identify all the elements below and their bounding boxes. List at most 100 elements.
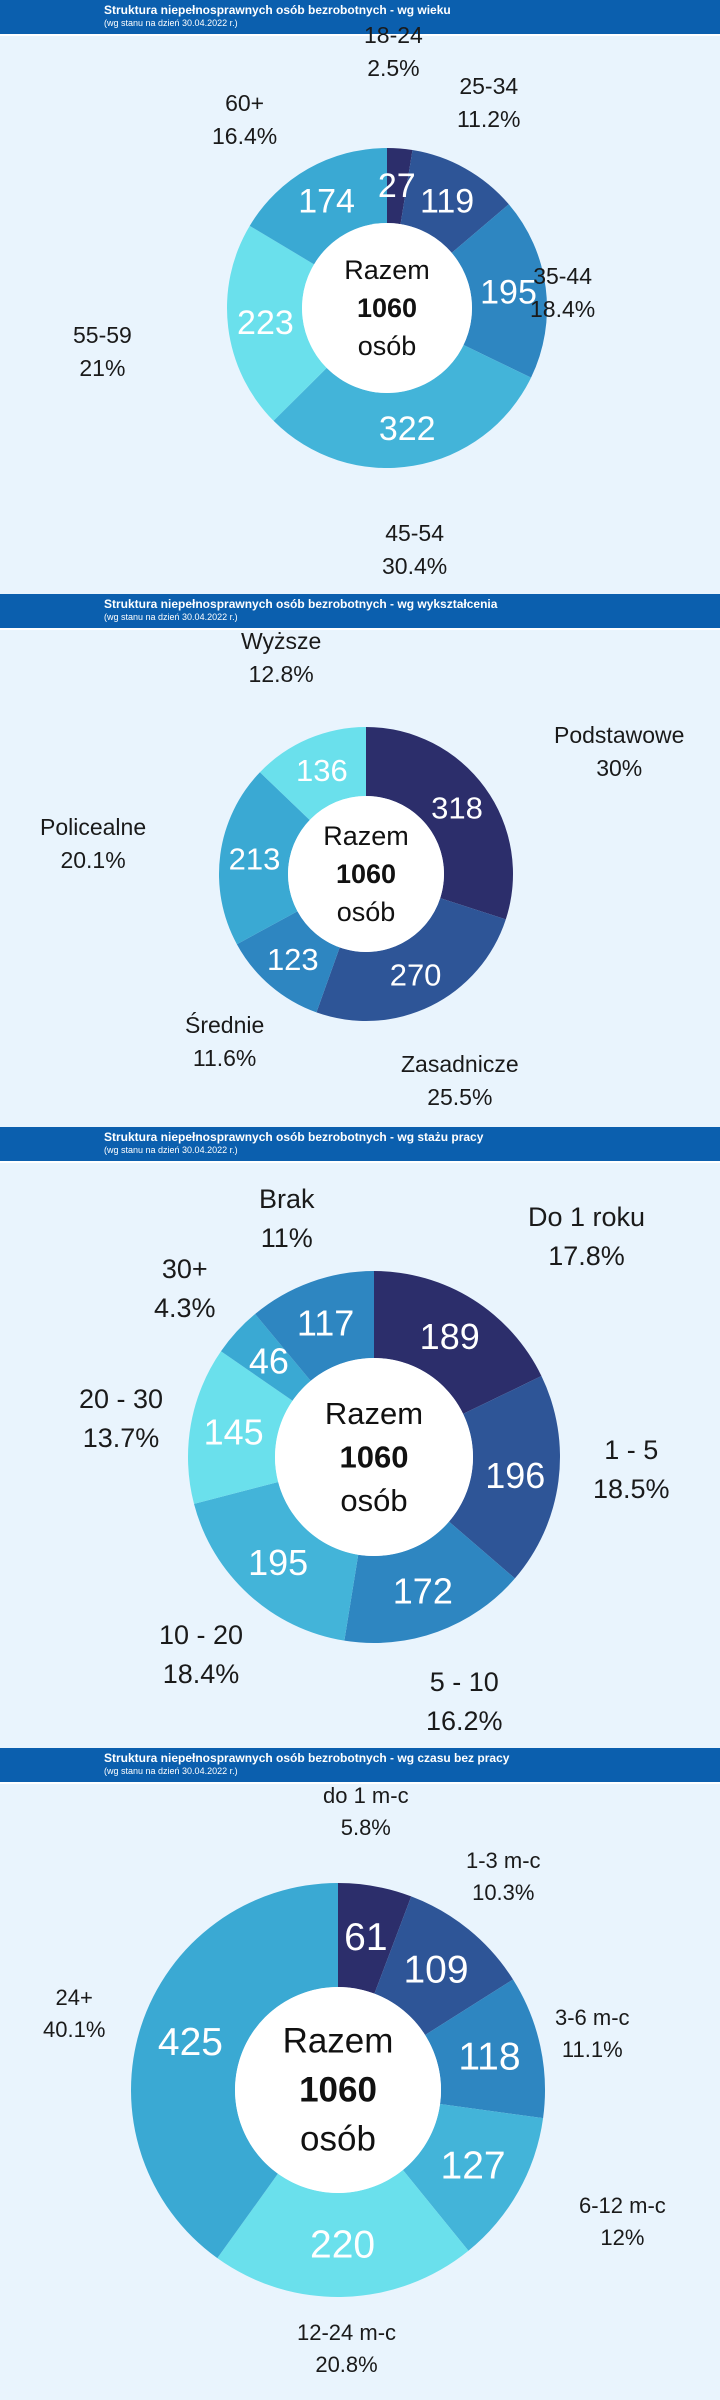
donut-slice: [448, 1376, 561, 1579]
chart-subtitle: (wg stanu na dzień 30.04.2022 r.): [104, 612, 238, 622]
chart-header: Struktura niepełnosprawnych osób bezrobo…: [0, 1748, 720, 1784]
slice-category-label: Podstawowe 30%: [554, 719, 684, 786]
slice-category-label: 5 - 10 16.2%: [426, 1663, 503, 1741]
category-name: 1 - 5: [604, 1435, 659, 1465]
slice-category-label: Wyższe 12.8%: [241, 625, 321, 692]
chart-title: Struktura niepełnosprawnych osób bezrobo…: [104, 1751, 510, 1765]
donut-center: [302, 223, 472, 393]
donut-slice: [236, 911, 340, 1013]
slice-category-label: 55-59 21%: [73, 319, 132, 386]
donut-slice: [188, 1351, 293, 1504]
slice-value-label: 425: [158, 2021, 223, 2064]
slice-category-label: Zasadnicze 25.5%: [401, 1048, 519, 1115]
category-percent: 16.4%: [212, 123, 278, 150]
slice-category-label: Policealne 20.1%: [40, 811, 146, 878]
category-name: 18-24: [364, 22, 423, 48]
category-percent: 20.1%: [60, 847, 126, 874]
center-label-razem: Razem: [344, 255, 430, 285]
slice-category-label: 3-6 m-c 11.1%: [555, 2002, 630, 2066]
donut-slice: [425, 1979, 545, 2119]
category-percent: 30%: [596, 755, 643, 782]
category-percent: 16.2%: [426, 1706, 503, 1737]
category-percent: 12%: [600, 2224, 645, 2250]
slice-value-label: 27: [378, 167, 416, 205]
category-percent: 18.4%: [530, 296, 596, 323]
donut-slice: [400, 150, 509, 253]
slice-value-label: 174: [298, 182, 355, 220]
category-name: 45-54: [385, 520, 445, 546]
chart-subtitle: (wg stanu na dzień 30.04.2022 r.): [104, 1145, 238, 1155]
center-label-osob: osób: [337, 897, 396, 927]
donut-slice: [217, 2169, 469, 2297]
slice-value-label: 46: [249, 1340, 289, 1381]
category-percent: 10.3%: [472, 1879, 535, 1905]
slice-category-label: 30+ 4.3%: [154, 1250, 216, 1328]
category-percent: 17.8%: [548, 1241, 625, 1272]
slice-value-label: 195: [248, 1542, 308, 1583]
chart-panel: Struktura niepełnosprawnych osób bezrobo…: [0, 1748, 720, 2400]
slice-category-label: 18-24 2.5%: [364, 19, 423, 86]
donut-slice: [387, 148, 413, 225]
chart-panel: Struktura niepełnosprawnych osób bezrobo…: [0, 0, 720, 594]
category-name: Do 1 roku: [528, 1202, 646, 1232]
slice-category-label: Do 1 roku 17.8%: [528, 1198, 645, 1276]
donut-slice: [194, 1481, 359, 1641]
slice-category-label: 24+ 40.1%: [43, 1982, 105, 2046]
chart-title: Struktura niepełnosprawnych osób bezrobo…: [104, 597, 498, 611]
category-name: 5 - 10: [429, 1667, 499, 1697]
category-name: 20 - 30: [79, 1384, 164, 1414]
chart-subtitle: (wg stanu na dzień 30.04.2022 r.): [104, 1766, 238, 1776]
donut-slice: [451, 204, 548, 378]
donut-slice: [402, 2103, 544, 2251]
slice-category-label: 1 - 5 18.5%: [593, 1431, 670, 1509]
center-total-value: 1060: [336, 859, 396, 889]
donut-center: [288, 796, 444, 952]
center-label-razem: Razem: [323, 821, 409, 851]
donut-slice: [249, 148, 387, 265]
category-name: Wyższe: [241, 628, 322, 654]
center-total-value: 1060: [340, 1440, 409, 1475]
category-name: 6-12 m-c: [579, 2193, 666, 2218]
slice-value-label: 172: [393, 1570, 453, 1611]
donut-slice: [344, 1521, 515, 1643]
slice-category-label: 1-3 m-c 10.3%: [466, 1845, 541, 1909]
category-percent: 18.4%: [162, 1659, 240, 1690]
slice-value-label: 127: [441, 2145, 506, 2188]
slice-value-label: 196: [485, 1455, 545, 1496]
slice-value-label: 189: [420, 1316, 480, 1357]
chart-subtitle: (wg stanu na dzień 30.04.2022 r.): [104, 18, 238, 28]
center-label-razem: Razem: [325, 1396, 423, 1431]
donut-slice: [316, 898, 506, 1021]
category-percent: 40.1%: [43, 2016, 106, 2042]
category-percent: 11.1%: [561, 2036, 623, 2062]
category-name: 1-3 m-c: [466, 1848, 541, 1873]
slice-value-label: 117: [297, 1302, 354, 1343]
slice-category-label: 6-12 m-c 12%: [579, 2190, 666, 2254]
category-name: 24+: [55, 1985, 93, 2010]
slice-category-label: Brak 11%: [259, 1180, 315, 1258]
donut-slice: [218, 772, 310, 945]
slice-value-label: 213: [229, 842, 281, 877]
category-name: 12-24 m-c: [297, 2320, 397, 2345]
category-name: Podstawowe: [554, 722, 685, 748]
slice-value-label: 119: [420, 182, 474, 220]
slice-value-label: 195: [480, 273, 537, 311]
slice-category-label: do 1 m-c 5.8%: [323, 1780, 409, 1844]
donut-slice: [273, 345, 532, 468]
category-percent: 20.8%: [315, 2351, 378, 2377]
category-percent: 2.5%: [367, 55, 420, 82]
category-percent: 25.5%: [427, 1084, 493, 1111]
category-percent: 11%: [260, 1223, 313, 1254]
donut-chart: 27 119 195 322 223 174 Razem 1060 osób: [227, 148, 548, 468]
slice-category-label: 60+ 16.4%: [212, 87, 277, 154]
donut-center: [275, 1358, 473, 1556]
slice-value-label: 145: [204, 1412, 264, 1453]
center-label-osob: osób: [358, 331, 417, 361]
donut-center: [235, 1987, 441, 2193]
slice-value-label: 109: [403, 1948, 468, 1991]
category-percent: 30.4%: [382, 553, 448, 580]
slice-value-label: 136: [296, 753, 348, 788]
category-name: 3-6 m-c: [555, 2005, 630, 2030]
slice-category-label: 45-54 30.4%: [382, 517, 447, 584]
donut-slice: [366, 727, 513, 920]
